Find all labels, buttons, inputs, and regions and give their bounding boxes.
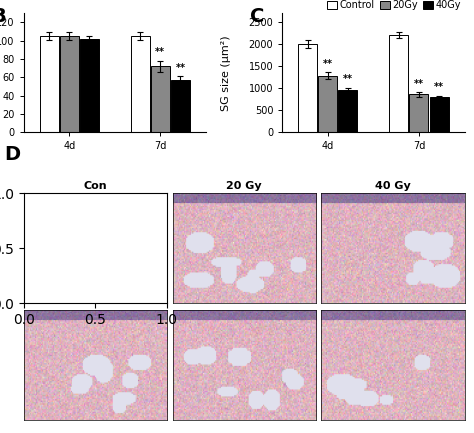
Title: 20 Gy: 20 Gy [226,181,262,191]
Bar [319,76,337,132]
Text: **: ** [175,63,185,73]
Bar [410,94,428,132]
Bar [131,36,150,132]
Y-axis label: SG size (μm²): SG size (μm²) [221,35,231,110]
Bar [171,80,190,132]
Text: **: ** [434,82,444,92]
Text: B: B [0,7,6,26]
Text: **: ** [155,47,165,57]
Bar [80,39,99,132]
Bar [40,36,59,132]
Text: **: ** [414,79,424,89]
Text: C: C [250,7,264,26]
Bar [429,97,448,132]
Text: **: ** [323,59,333,69]
Bar [298,44,318,132]
Text: **: ** [343,74,353,84]
Text: D: D [5,145,21,164]
Bar [338,90,357,132]
Bar [60,36,79,132]
Title: 40 Gy: 40 Gy [375,181,411,191]
Bar [390,35,409,132]
Title: Con: Con [83,181,107,191]
Bar [151,66,170,132]
Legend: Control, 20Gy, 40Gy: Control, 20Gy, 40Gy [323,0,465,14]
